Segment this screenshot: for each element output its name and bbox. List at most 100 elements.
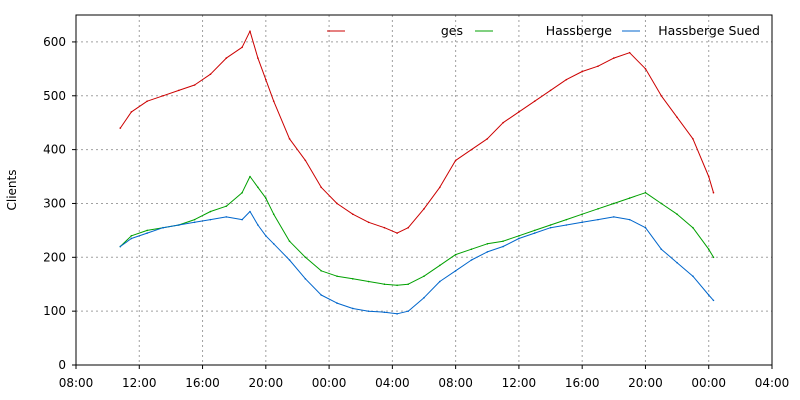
data-point bbox=[209, 73, 212, 76]
data-point bbox=[439, 280, 441, 283]
data-point bbox=[628, 218, 631, 221]
data-point bbox=[502, 240, 504, 242]
data-point bbox=[396, 284, 398, 287]
data-point bbox=[367, 280, 370, 283]
data-point bbox=[241, 218, 243, 221]
data-point bbox=[597, 208, 599, 210]
data-point bbox=[712, 191, 715, 194]
x-tick-label: 16:00 bbox=[565, 376, 600, 390]
x-tick-label: 12:00 bbox=[122, 376, 157, 390]
data-point bbox=[628, 51, 631, 54]
data-point bbox=[533, 232, 536, 234]
data-point bbox=[470, 248, 473, 251]
data-point bbox=[146, 229, 148, 232]
data-point bbox=[692, 275, 694, 277]
x-tick-label: 16:00 bbox=[185, 376, 220, 390]
data-point bbox=[707, 175, 710, 178]
data-point bbox=[644, 191, 647, 194]
data-point bbox=[304, 256, 307, 259]
data-point bbox=[549, 226, 552, 229]
data-point bbox=[352, 213, 354, 216]
data-point bbox=[518, 234, 520, 237]
data-point bbox=[396, 313, 398, 315]
data-point bbox=[707, 294, 710, 296]
data-point bbox=[178, 224, 180, 226]
data-point bbox=[288, 138, 291, 140]
data-point bbox=[304, 278, 307, 280]
data-point bbox=[581, 213, 583, 216]
data-point bbox=[439, 264, 441, 267]
data-point bbox=[288, 240, 291, 242]
data-point bbox=[352, 307, 354, 310]
data-point bbox=[146, 232, 148, 234]
series-line-hassberge bbox=[119, 176, 714, 286]
data-point bbox=[518, 111, 520, 113]
data-point bbox=[533, 229, 536, 232]
data-point bbox=[272, 243, 275, 245]
data-point bbox=[288, 259, 291, 261]
y-tick-label: 400 bbox=[43, 143, 66, 157]
data-point bbox=[193, 218, 196, 221]
data-point bbox=[336, 202, 338, 205]
data-point bbox=[146, 100, 148, 102]
x-tick-label: 08:00 bbox=[59, 376, 94, 390]
data-point bbox=[676, 213, 678, 216]
data-point bbox=[130, 111, 133, 113]
data-point bbox=[272, 213, 275, 216]
data-point bbox=[423, 275, 425, 277]
data-point bbox=[130, 234, 133, 237]
data-point bbox=[320, 294, 322, 296]
data-point bbox=[565, 218, 568, 221]
data-point bbox=[367, 310, 370, 312]
data-point bbox=[265, 197, 267, 199]
data-point bbox=[241, 191, 243, 194]
data-point bbox=[423, 208, 425, 210]
data-point bbox=[597, 65, 599, 67]
data-point bbox=[613, 216, 615, 218]
data-point bbox=[367, 221, 370, 224]
data-point bbox=[644, 68, 647, 70]
data-point bbox=[660, 94, 663, 97]
y-tick-label: 600 bbox=[43, 35, 66, 49]
series-line-hassberge-sued bbox=[120, 211, 714, 315]
data-point bbox=[486, 138, 489, 140]
data-point bbox=[225, 57, 228, 59]
data-point bbox=[304, 159, 307, 162]
plot-frame bbox=[75, 14, 773, 366]
data-point bbox=[565, 224, 568, 226]
data-point bbox=[628, 197, 631, 199]
data-point bbox=[249, 175, 251, 178]
legend-label-hassberge: Hassberge bbox=[546, 23, 613, 38]
data-point bbox=[257, 224, 259, 226]
data-point bbox=[712, 256, 715, 259]
data-point bbox=[162, 94, 164, 97]
data-point bbox=[486, 243, 489, 245]
data-point bbox=[336, 302, 338, 304]
data-point bbox=[352, 278, 354, 280]
series-line-ges bbox=[119, 30, 714, 234]
data-point bbox=[257, 186, 259, 189]
data-point bbox=[320, 269, 322, 272]
y-axis-title: Clients bbox=[5, 170, 19, 211]
data-point bbox=[676, 261, 678, 264]
data-point bbox=[707, 248, 710, 251]
data-point bbox=[423, 296, 425, 299]
data-point bbox=[209, 210, 212, 213]
x-tick-label: 20:00 bbox=[249, 376, 284, 390]
data-point bbox=[533, 100, 536, 102]
data-point bbox=[660, 202, 663, 205]
data-point bbox=[613, 202, 615, 205]
x-tick-label: 20:00 bbox=[628, 376, 663, 390]
data-point bbox=[470, 148, 473, 151]
data-point bbox=[162, 226, 164, 229]
data-point bbox=[383, 283, 386, 286]
data-point bbox=[272, 100, 275, 102]
x-tick-label: 00:00 bbox=[312, 376, 347, 390]
data-point bbox=[336, 275, 338, 277]
data-point bbox=[502, 245, 504, 248]
x-tick-label: 04:00 bbox=[755, 376, 790, 390]
data-point bbox=[225, 216, 228, 218]
data-point bbox=[502, 121, 504, 124]
